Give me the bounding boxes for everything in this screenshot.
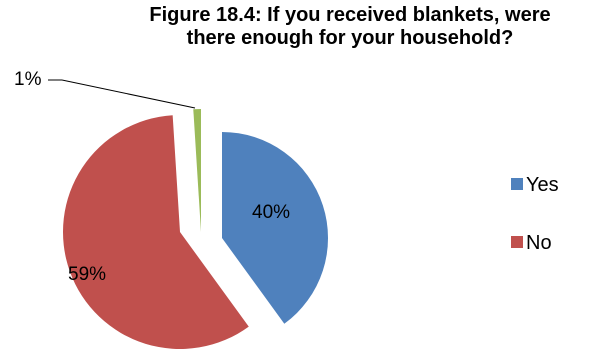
slice-label-yes: 40% [252, 202, 290, 223]
slice-label-no: 59% [68, 264, 106, 285]
legend-label-no: No [526, 232, 552, 254]
legend: Yes No [511, 174, 559, 254]
pie-slices [62, 108, 329, 349]
legend-label-yes: Yes [526, 174, 559, 196]
leader-line-1pct-segment-1 [61, 79, 196, 109]
pie-slice-yes [222, 132, 329, 324]
slice-label-other: 1% [14, 69, 42, 90]
chart-title: Figure 18.4: If you received blankets, w… [100, 4, 600, 50]
chart-title-line-2: there enough for your household? [186, 27, 514, 49]
legend-swatch-yes [511, 178, 523, 190]
pie-slice-no [62, 115, 249, 349]
pie-slice-other [193, 108, 201, 232]
legend-swatch-no [511, 236, 523, 248]
chart-title-line-1: Figure 18.4: If you received blankets, w… [149, 4, 551, 26]
